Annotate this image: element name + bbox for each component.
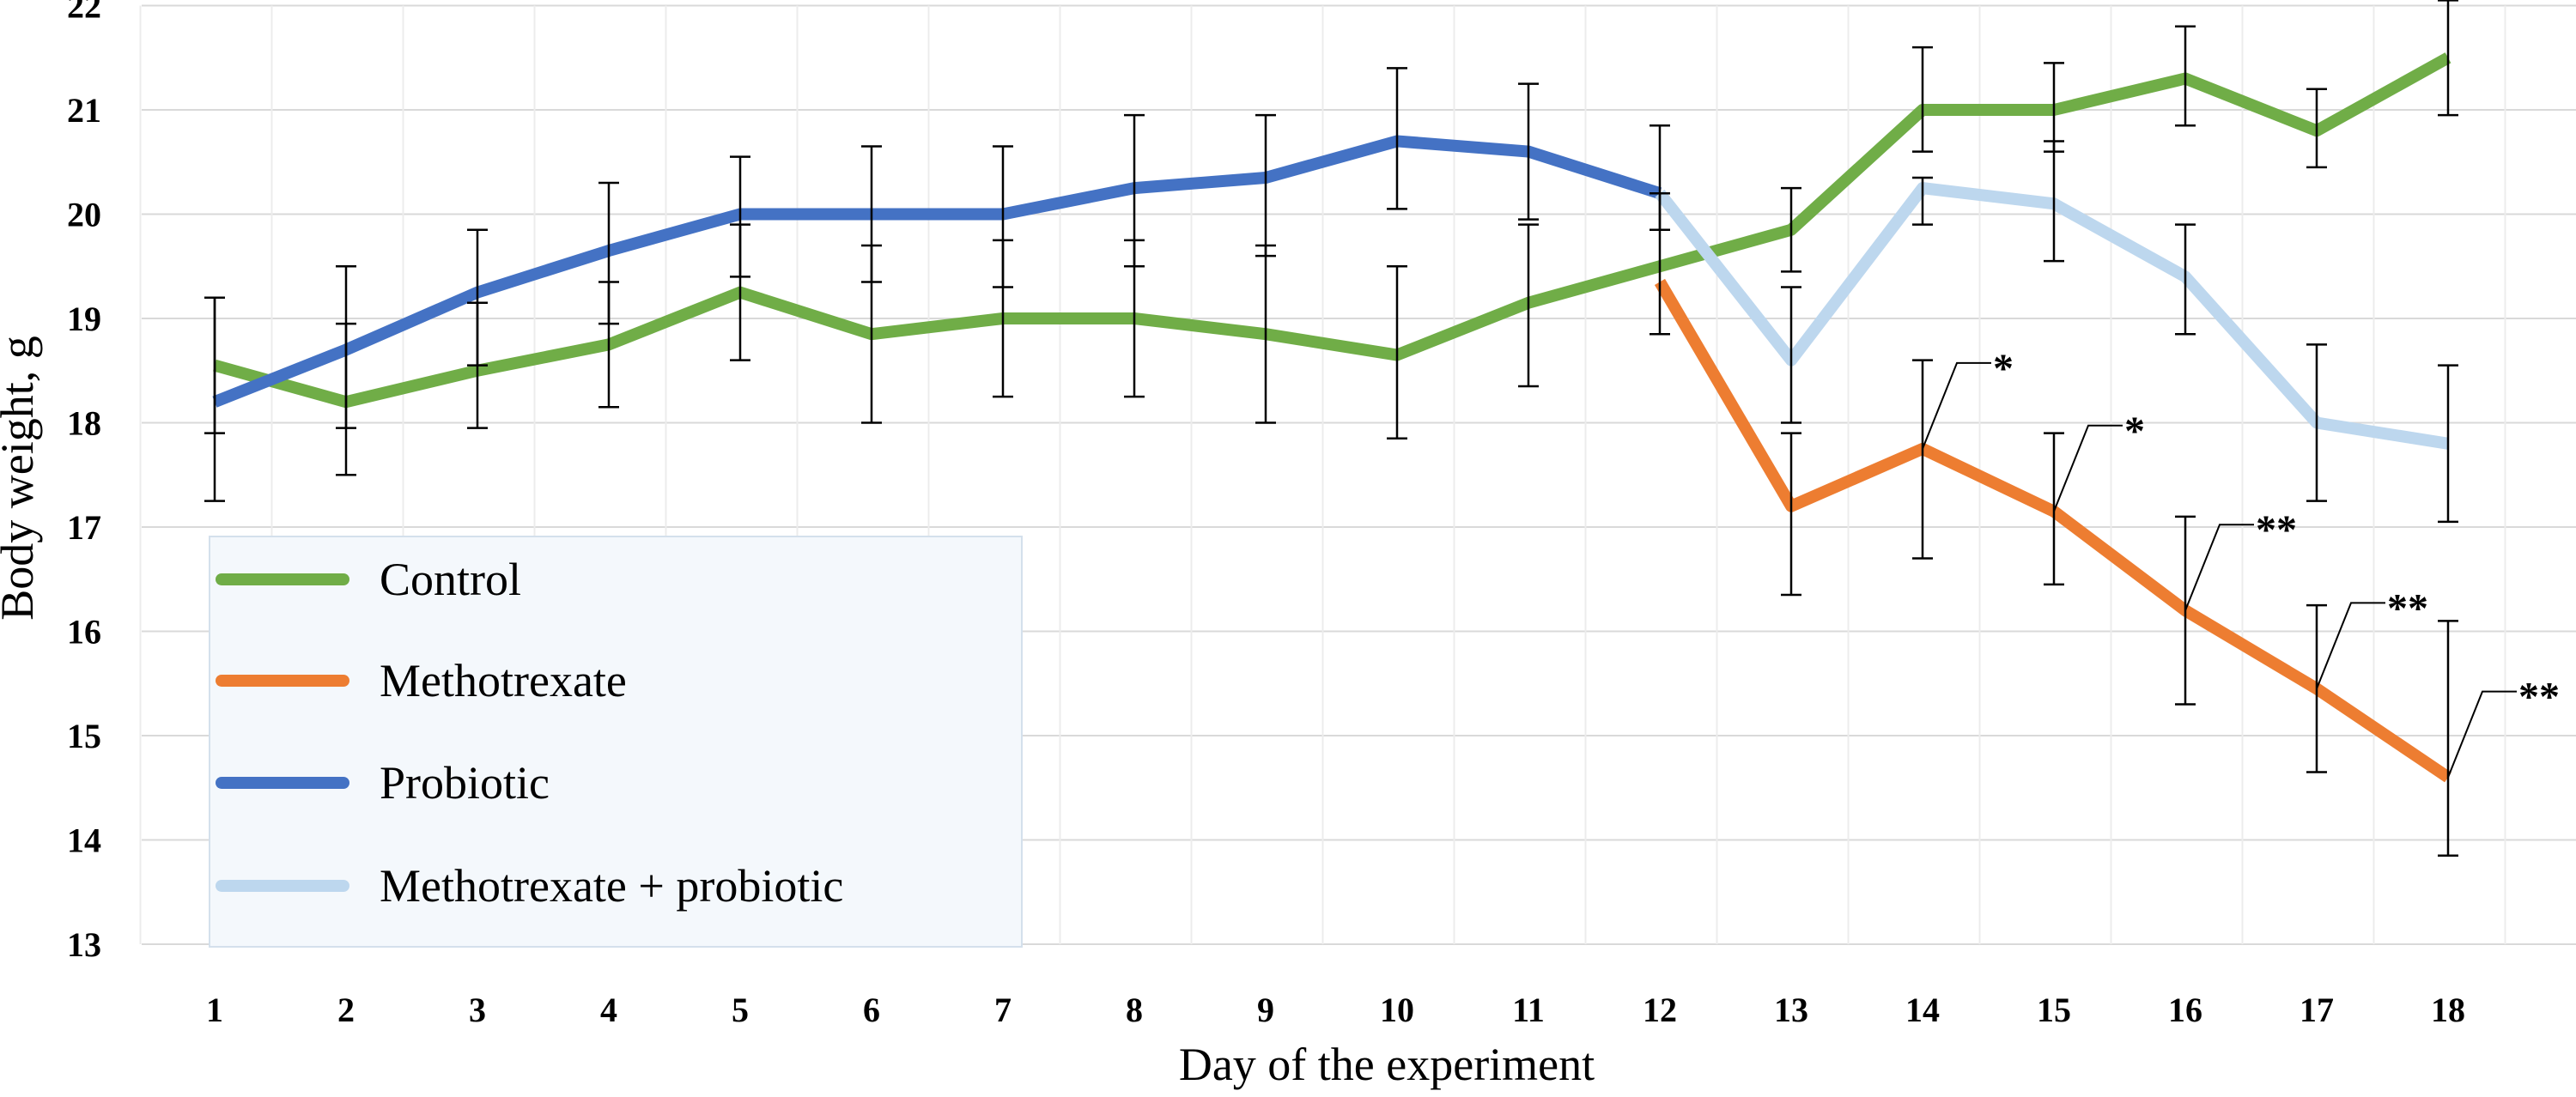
legend-item: Methotrexate + probiotic [216, 860, 843, 912]
error-bar [1912, 359, 1933, 560]
series-line-probiotic [212, 135, 1662, 408]
x-tick-label: 16 [2168, 991, 2202, 1029]
error-bar [1518, 223, 1539, 388]
y-tick-label: 20 [67, 196, 101, 234]
error-bar [2438, 620, 2458, 857]
error-bar [1781, 432, 1801, 597]
y-tick-label: 22 [67, 0, 101, 26]
x-axis-title: Day of the experiment [1179, 1039, 1595, 1090]
y-tick-label: 14 [67, 821, 101, 860]
x-tick-label: 17 [2300, 991, 2334, 1029]
significance-label: * [1993, 346, 2014, 391]
x-tick-label: 7 [994, 991, 1012, 1029]
legend-item: Methotrexate [216, 655, 627, 706]
y-tick-label: 18 [67, 404, 101, 443]
x-tick-label: 3 [469, 991, 486, 1029]
error-bar [598, 181, 619, 325]
legend-label: Control [380, 554, 521, 605]
x-tick-label: 13 [1774, 991, 1808, 1029]
error-bar [2175, 25, 2196, 127]
error-bar [2306, 343, 2327, 502]
x-tick-label: 14 [1905, 991, 1940, 1029]
x-tick-label: 2 [337, 991, 355, 1029]
error-bar [2438, 0, 2458, 117]
error-bar [1912, 45, 1933, 153]
significance-marker: * [2053, 409, 2145, 512]
x-tick-label: 18 [2431, 991, 2465, 1029]
x-tick-label: 8 [1126, 991, 1143, 1029]
significance-marker: ** [2184, 507, 2297, 611]
y-tick-label: 17 [67, 508, 101, 547]
error-bar [1781, 286, 1801, 424]
x-tick-label: 9 [1257, 991, 1274, 1029]
x-tick-label: 6 [863, 991, 880, 1029]
significance-marker: * [1922, 346, 2014, 450]
legend-label: Methotrexate [380, 655, 627, 706]
error-bar [2175, 223, 2196, 336]
x-tick-label: 5 [732, 991, 749, 1029]
significance-label: * [2124, 409, 2145, 454]
significance-annotations: ******** [1922, 346, 2560, 778]
significance-marker: ** [2447, 675, 2560, 778]
legend-box [209, 536, 1023, 948]
x-tick-label: 1 [206, 991, 223, 1029]
error-bar [730, 155, 750, 278]
significance-label: ** [2518, 675, 2560, 720]
error-bar [1387, 67, 1407, 210]
x-tick-label: 12 [1643, 991, 1677, 1029]
error-bar [2306, 88, 2327, 169]
error-bar [2438, 364, 2458, 524]
error-bar [1649, 124, 1670, 231]
significance-label: ** [2387, 585, 2428, 631]
error-bar [2044, 140, 2064, 263]
error-bar [1781, 186, 1801, 273]
legend-item: Probiotic [216, 757, 550, 809]
y-tick-label: 16 [67, 613, 101, 652]
error-bar [1124, 113, 1145, 268]
error-bars [204, 0, 2458, 857]
significance-label: ** [2256, 507, 2297, 553]
x-tick-label: 4 [600, 991, 617, 1029]
error-bar [1912, 176, 1933, 226]
legend-label: Methotrexate + probiotic [380, 860, 843, 912]
legend-item: Control [216, 554, 521, 605]
legend-label: Probiotic [380, 757, 550, 809]
x-axis-ticks: 1 2 3 4 5 6 7 8 9 10 11 12 13 14 15 16 17 18 [206, 991, 2465, 1029]
y-axis-title: Body weight, g [0, 336, 43, 621]
error-bar [993, 145, 1013, 288]
error-bar [1518, 82, 1539, 221]
y-tick-label: 13 [67, 925, 101, 964]
error-bar [861, 145, 882, 283]
y-tick-label: 19 [67, 300, 101, 338]
error-bar [336, 265, 356, 429]
series-line-control [213, 52, 2451, 409]
x-tick-label: 11 [1512, 991, 1545, 1029]
x-tick-label: 10 [1380, 991, 1414, 1029]
x-tick-label: 15 [2037, 991, 2071, 1029]
error-bar [1387, 265, 1407, 439]
significance-marker: ** [2316, 585, 2428, 689]
y-axis-ticks: 13 14 15 16 17 18 19 20 21 22 [67, 0, 101, 964]
legend: Control Methotrexate Probiotic Methotrexate… [209, 536, 1023, 948]
y-tick-label: 15 [67, 717, 101, 755]
y-tick-label: 21 [67, 91, 101, 130]
error-bar [467, 228, 488, 367]
error-bar [1255, 113, 1276, 258]
error-bar [204, 296, 225, 502]
error-bar [2044, 432, 2064, 586]
